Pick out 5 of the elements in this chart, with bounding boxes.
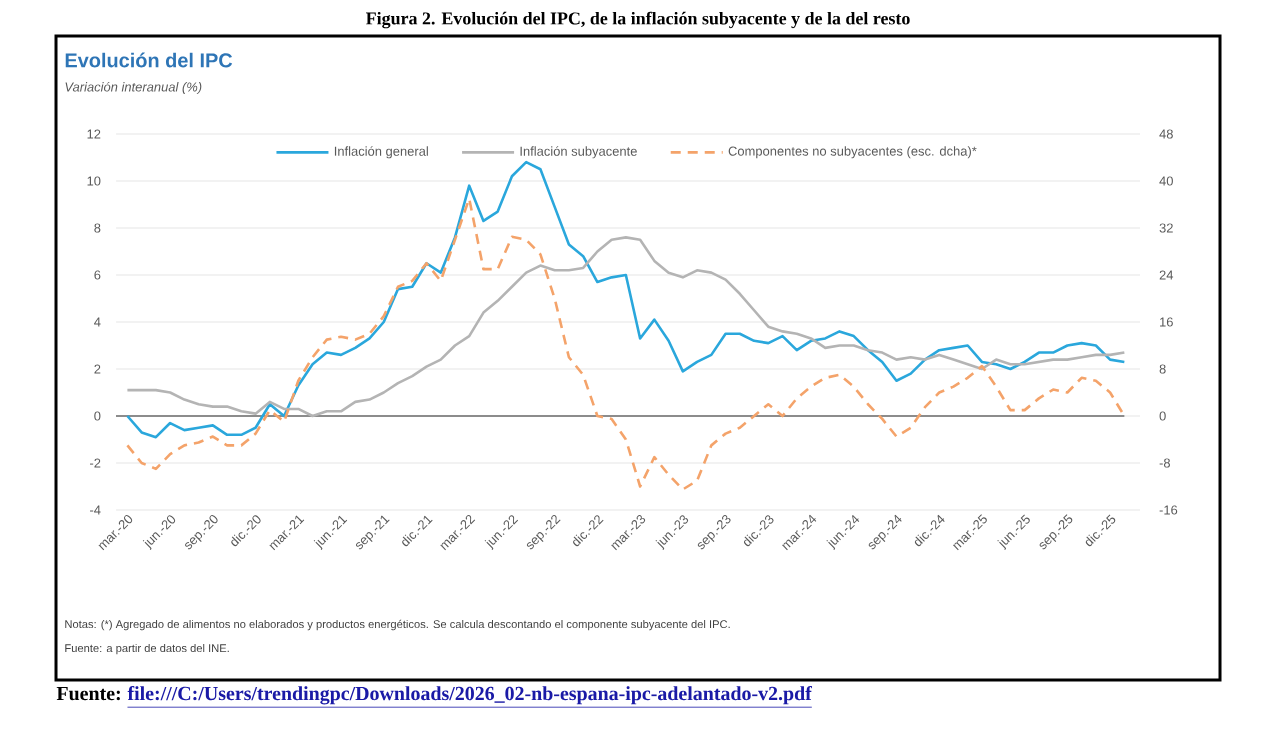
- chart-subtitle: Evolución del IPC: [65, 52, 233, 68]
- source-note: Fuente:: [56, 686, 120, 701]
- text: file:///C:/Users/trendingpc/Downloads/2026_02-nb-espana-ipc-adelantado-v2.pdf: [127, 685, 813, 705]
- chart-title: Figura 2. Evolución del IPC, de la inflación subyacente y de la del resto: [366, 11, 910, 29]
- line-series: [126, 160, 1126, 439]
